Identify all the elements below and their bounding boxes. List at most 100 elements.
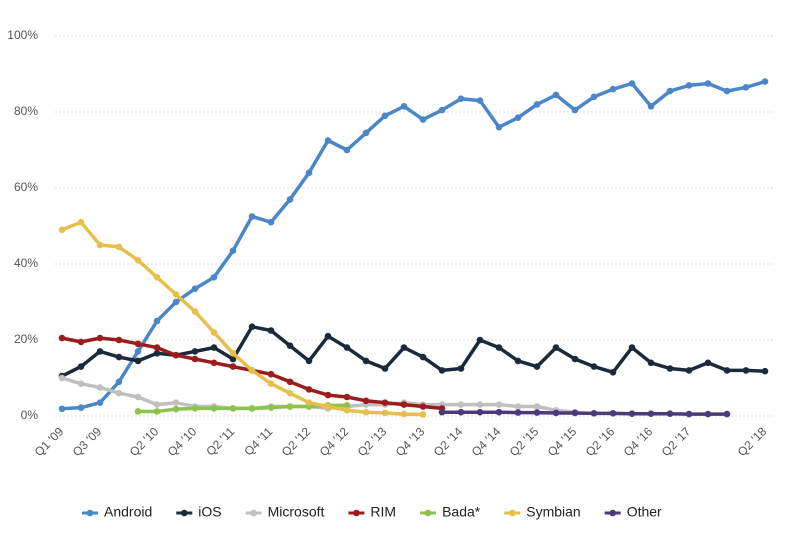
x-tick-label: Q2 '10 xyxy=(127,424,162,459)
data-point xyxy=(172,351,180,359)
legend-label: RIM xyxy=(370,504,396,520)
x-tick-label: Q2 '14 xyxy=(431,424,466,459)
x-tick-label: Q2 '16 xyxy=(583,424,618,459)
data-point xyxy=(77,338,85,346)
data-point xyxy=(362,408,370,416)
y-tick-label: 80% xyxy=(14,104,38,118)
legend: Android iOS Microsoft RIM Bada* Symbian Other xyxy=(82,504,662,520)
x-tick-label: Q3 '09 xyxy=(70,424,105,459)
data-point xyxy=(96,241,104,249)
legend-label: Other xyxy=(627,504,662,520)
data-point xyxy=(134,340,142,348)
data-point xyxy=(476,336,484,344)
data-point xyxy=(324,403,332,410)
x-tick-label: Q2 '18 xyxy=(735,424,770,459)
data-point xyxy=(666,87,674,95)
data-point xyxy=(77,218,85,226)
data-point xyxy=(362,129,370,137)
x-tick-label: Q2 '12 xyxy=(279,424,314,459)
data-point xyxy=(647,103,655,110)
data-point xyxy=(115,243,123,251)
data-point xyxy=(381,409,389,417)
data-point xyxy=(58,374,66,382)
data-point xyxy=(381,365,389,372)
data-point xyxy=(267,380,275,388)
data-point xyxy=(723,410,731,418)
legend-marker xyxy=(180,509,188,517)
data-point xyxy=(590,93,598,101)
data-point xyxy=(134,408,142,415)
data-point xyxy=(229,355,237,363)
data-point xyxy=(210,405,218,412)
data-point xyxy=(191,308,199,315)
data-point xyxy=(248,323,256,331)
data-point xyxy=(362,397,370,405)
data-point xyxy=(305,386,313,393)
data-point xyxy=(286,378,294,386)
data-point xyxy=(153,401,161,408)
legend-label: Android xyxy=(104,504,152,520)
data-point xyxy=(571,106,579,114)
data-point xyxy=(476,401,484,408)
legend-label: Bada* xyxy=(442,504,481,520)
x-tick-label: Q2 '11 xyxy=(203,424,237,458)
data-point xyxy=(457,95,465,102)
data-point xyxy=(210,274,218,281)
data-point xyxy=(400,401,408,408)
legend-marker xyxy=(508,509,516,517)
x-tick-label: Q4 '10 xyxy=(165,424,200,459)
data-point xyxy=(628,344,636,351)
data-point xyxy=(666,410,674,418)
data-point xyxy=(153,350,161,357)
data-point xyxy=(647,359,655,367)
data-point xyxy=(590,363,598,370)
y-tick-label: 40% xyxy=(14,256,38,270)
legend-label: Microsoft xyxy=(268,504,325,520)
data-point xyxy=(343,344,351,351)
legend-marker xyxy=(609,509,617,517)
data-point xyxy=(647,410,655,418)
data-point xyxy=(343,393,351,401)
x-tick-label: Q2 '15 xyxy=(507,424,542,459)
data-point xyxy=(438,106,446,114)
data-point xyxy=(514,114,522,121)
data-point xyxy=(305,357,313,365)
data-point xyxy=(381,399,389,407)
data-point xyxy=(58,405,66,413)
data-point xyxy=(514,357,522,365)
data-point xyxy=(438,408,446,416)
data-point xyxy=(400,103,408,110)
data-point xyxy=(742,84,750,91)
x-tick-label: Q4 '13 xyxy=(393,424,428,459)
data-point xyxy=(248,213,256,220)
data-point xyxy=(495,344,503,351)
data-point xyxy=(210,359,218,367)
data-point xyxy=(267,327,275,334)
data-point xyxy=(609,85,617,93)
data-point xyxy=(476,408,484,416)
data-point xyxy=(324,391,332,399)
data-point xyxy=(609,369,617,376)
legend-marker xyxy=(424,509,432,517)
data-point xyxy=(134,357,142,365)
data-point xyxy=(134,256,142,264)
data-point xyxy=(229,363,237,370)
data-point xyxy=(229,247,237,254)
data-point xyxy=(229,350,237,357)
y-tick-label: 20% xyxy=(14,332,38,346)
data-point xyxy=(267,218,275,226)
data-point xyxy=(723,87,731,95)
data-point xyxy=(704,80,712,87)
data-point xyxy=(115,389,123,397)
data-point xyxy=(324,137,332,144)
data-point xyxy=(685,410,693,418)
data-point xyxy=(419,411,427,418)
data-point xyxy=(552,91,560,99)
data-point xyxy=(761,78,769,85)
data-point xyxy=(685,367,693,374)
data-point xyxy=(419,353,427,361)
data-point xyxy=(533,403,541,410)
data-point xyxy=(58,226,66,234)
data-point xyxy=(343,402,351,409)
data-point xyxy=(704,410,712,418)
